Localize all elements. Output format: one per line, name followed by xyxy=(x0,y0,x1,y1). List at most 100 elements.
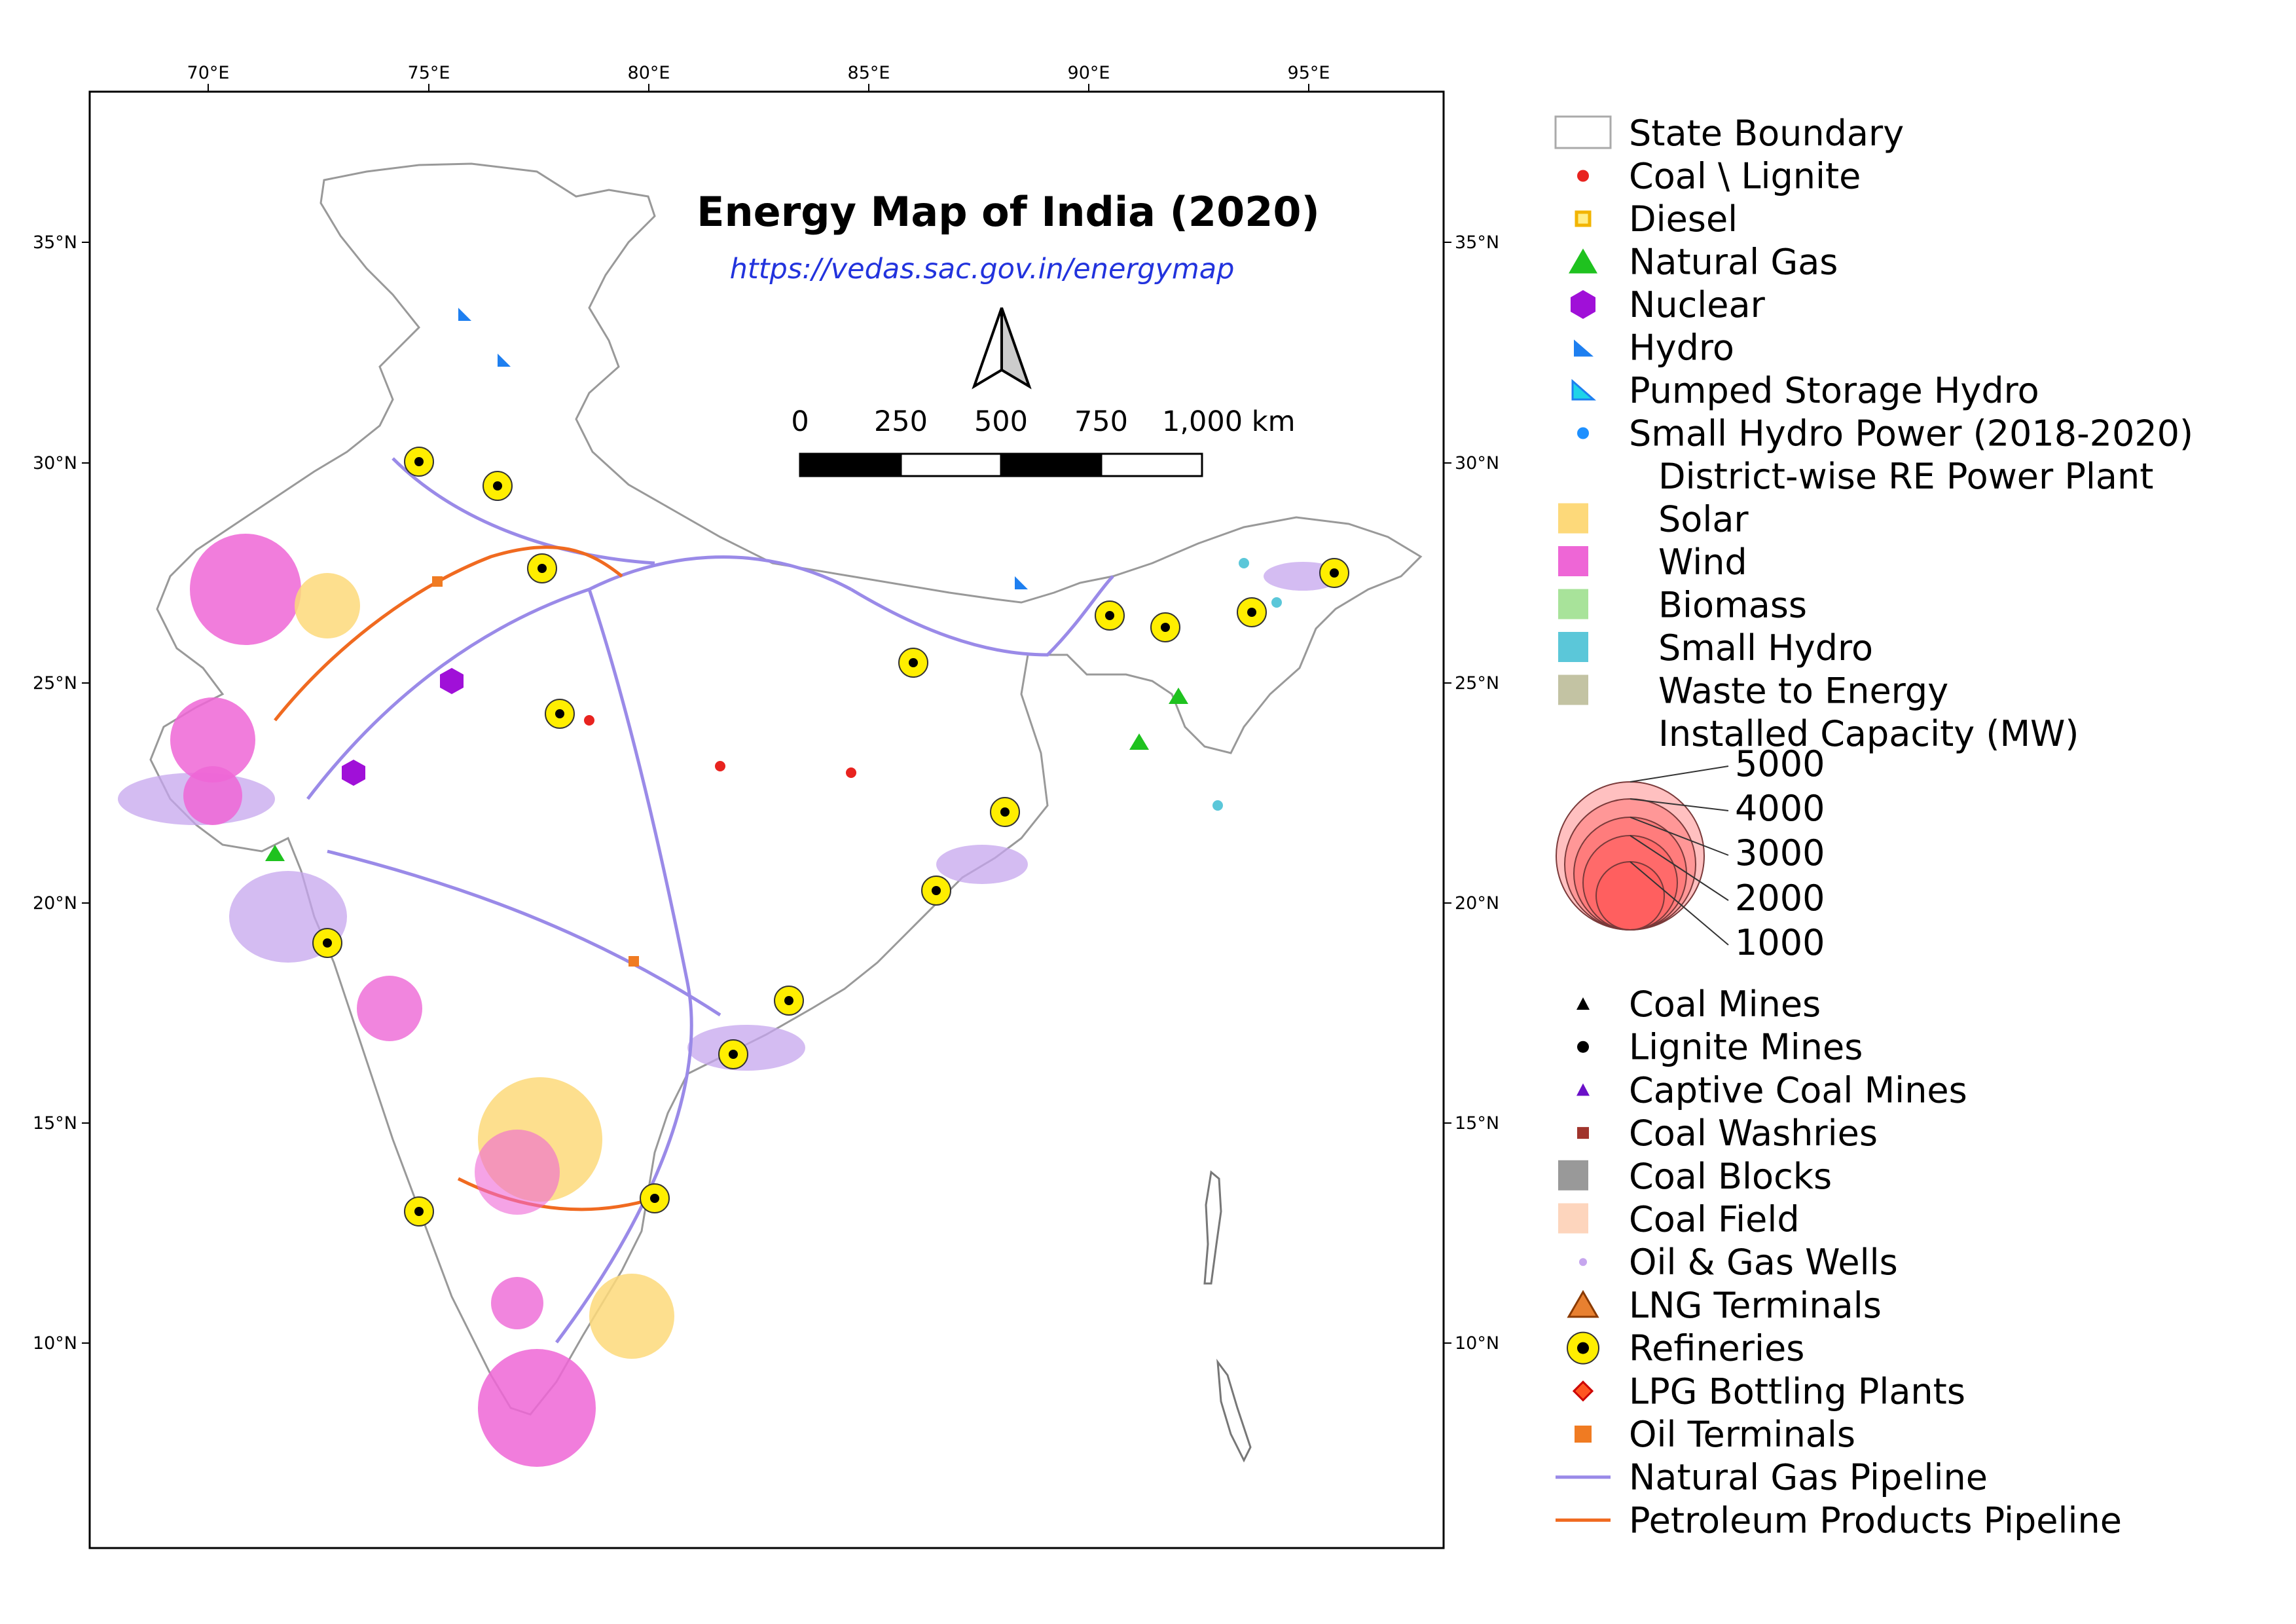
capacity-label: 2000 xyxy=(1735,877,1825,919)
scale-label: 500 xyxy=(974,405,1028,438)
legend-label: Small Hydro Power (2018-2020) xyxy=(1629,413,2193,454)
legend-symbol xyxy=(1569,248,1597,274)
legend-symbol xyxy=(1558,674,1588,705)
legend-label: Installed Capacity (MW) xyxy=(1658,713,2079,754)
re-bubbles xyxy=(170,534,674,1467)
legend-item: Natural Gas Pipeline xyxy=(1556,1457,1988,1498)
legend-item: Coal \ Lignite xyxy=(1577,156,1861,197)
legend-label: District-wise RE Power Plant xyxy=(1658,456,2153,497)
lon-label: 95°E xyxy=(1288,63,1330,83)
legend-symbol xyxy=(1575,1426,1592,1443)
legend-label: Coal Mines xyxy=(1629,984,1821,1025)
lon-label: 90°E xyxy=(1068,63,1110,83)
map-url[interactable]: https://vedas.sac.gov.in/energymap xyxy=(730,253,1235,286)
legend-item: Diesel xyxy=(1575,198,1738,240)
legend-label: Refineries xyxy=(1629,1328,1804,1369)
legend-label: Natural Gas xyxy=(1629,242,1838,283)
natural-gas-pipelines xyxy=(306,457,1114,1344)
lon-label: 75°E xyxy=(408,63,450,83)
legend-symbol xyxy=(1572,1380,1594,1402)
legend-symbol xyxy=(1558,503,1588,534)
legend-item: Small Hydro Power (2018-2020) xyxy=(1577,413,2193,454)
lat-label: 35°N xyxy=(33,232,77,253)
legend-item: LPG Bottling Plants xyxy=(1572,1371,1965,1412)
map-title: Energy Map of India (2020) xyxy=(697,188,1320,236)
lat-label: 30°N xyxy=(1455,453,1499,473)
legend-symbol xyxy=(1574,339,1594,357)
lat-label: 15°N xyxy=(33,1113,77,1134)
scale-bar: 0 250 500 750 1,000 km xyxy=(791,405,1296,477)
legend-item: Coal Field xyxy=(1558,1199,1800,1240)
scale-label: 1,000 km xyxy=(1162,405,1296,438)
legend-symbol xyxy=(1577,427,1589,439)
legend-symbol xyxy=(1575,210,1592,227)
scale-label: 0 xyxy=(791,405,809,438)
lat-label: 20°N xyxy=(1455,893,1499,913)
legend-label: Lignite Mines xyxy=(1629,1027,1863,1068)
lat-label: 25°N xyxy=(1455,673,1499,693)
lat-label: 25°N xyxy=(33,673,77,693)
legend-label: Oil & Gas Wells xyxy=(1629,1242,1898,1283)
legend-label: State Boundary xyxy=(1629,113,1904,154)
lat-label: 10°N xyxy=(33,1333,77,1354)
legend-label: Biomass xyxy=(1658,585,1807,626)
legend-item: Small Hydro xyxy=(1558,627,1873,669)
legend-item: Coal Mines xyxy=(1576,984,1821,1025)
legend-item: Natural Gas xyxy=(1569,242,1838,283)
legend-item: Waste to Energy xyxy=(1558,671,1948,712)
legend-item: Coal Washries xyxy=(1577,1113,1878,1154)
legend-item: Installed Capacity (MW) xyxy=(1658,713,2079,754)
lat-label: 35°N xyxy=(1455,232,1499,253)
legend-label: Petroleum Products Pipeline xyxy=(1629,1500,2122,1541)
legend-symbol xyxy=(1558,546,1588,576)
legend-label: Oil Terminals xyxy=(1629,1414,1855,1455)
legend-label: Wind xyxy=(1658,542,1747,583)
lat-label: 30°N xyxy=(33,453,77,473)
legend-item: District-wise RE Power Plant xyxy=(1658,456,2153,497)
capacity-label: 4000 xyxy=(1735,788,1825,829)
legend-symbol xyxy=(1558,1203,1588,1234)
nicobar-islands xyxy=(1216,1358,1252,1463)
andaman-islands xyxy=(1203,1170,1222,1285)
lat-label: 20°N xyxy=(33,893,77,913)
legend-label: LPG Bottling Plants xyxy=(1629,1371,1965,1412)
latitude-labels-right: 35°N 30°N 25°N 20°N 15°N 10°N xyxy=(1455,232,1499,1354)
legend-symbol xyxy=(1558,1160,1588,1190)
refineries xyxy=(312,447,1349,1227)
legend-item: Hydro xyxy=(1574,327,1734,369)
legend-symbol xyxy=(1577,170,1589,182)
longitude-labels: 70°E 75°E 80°E 85°E 90°E 95°E xyxy=(187,63,1330,83)
legend-label: Small Hydro xyxy=(1658,627,1873,669)
graticule-ticks xyxy=(82,84,1451,1344)
legend-item: Lignite Mines xyxy=(1577,1027,1863,1068)
capacity-circle xyxy=(1595,861,1665,931)
capacity-label: 3000 xyxy=(1735,832,1825,874)
legend-label: Natural Gas Pipeline xyxy=(1629,1457,1988,1498)
legend-item: Solar xyxy=(1558,499,1749,540)
legend-label: Diesel xyxy=(1629,198,1738,240)
capacity-label: 1000 xyxy=(1735,922,1825,963)
legend-item: Refineries xyxy=(1567,1328,1804,1369)
legend-label: LNG Terminals xyxy=(1629,1285,1882,1326)
legend-symbol xyxy=(1571,290,1595,319)
legend-symbol xyxy=(1567,1331,1599,1365)
legend-symbol xyxy=(1576,1083,1590,1096)
legend-item: LNG Terminals xyxy=(1567,1285,1882,1326)
legend-item: Pumped Storage Hydro xyxy=(1571,370,2039,411)
legend-item: Wind xyxy=(1558,542,1747,583)
lat-label: 15°N xyxy=(1455,1113,1499,1134)
legend-symbol xyxy=(1579,1258,1587,1266)
legend-label: Nuclear xyxy=(1629,284,1766,325)
legend-item: Biomass xyxy=(1558,585,1807,626)
legend-item: Captive Coal Mines xyxy=(1576,1069,1967,1111)
legend-label: Captive Coal Mines xyxy=(1629,1069,1967,1111)
legend-item: Oil & Gas Wells xyxy=(1579,1242,1898,1283)
legend-symbol xyxy=(1576,997,1590,1010)
lat-label: 10°N xyxy=(1455,1333,1499,1354)
legend-symbol xyxy=(1567,1289,1599,1318)
lon-label: 80°E xyxy=(628,63,670,83)
legend-item: Nuclear xyxy=(1571,284,1766,325)
legend-label: Coal Washries xyxy=(1629,1113,1878,1154)
